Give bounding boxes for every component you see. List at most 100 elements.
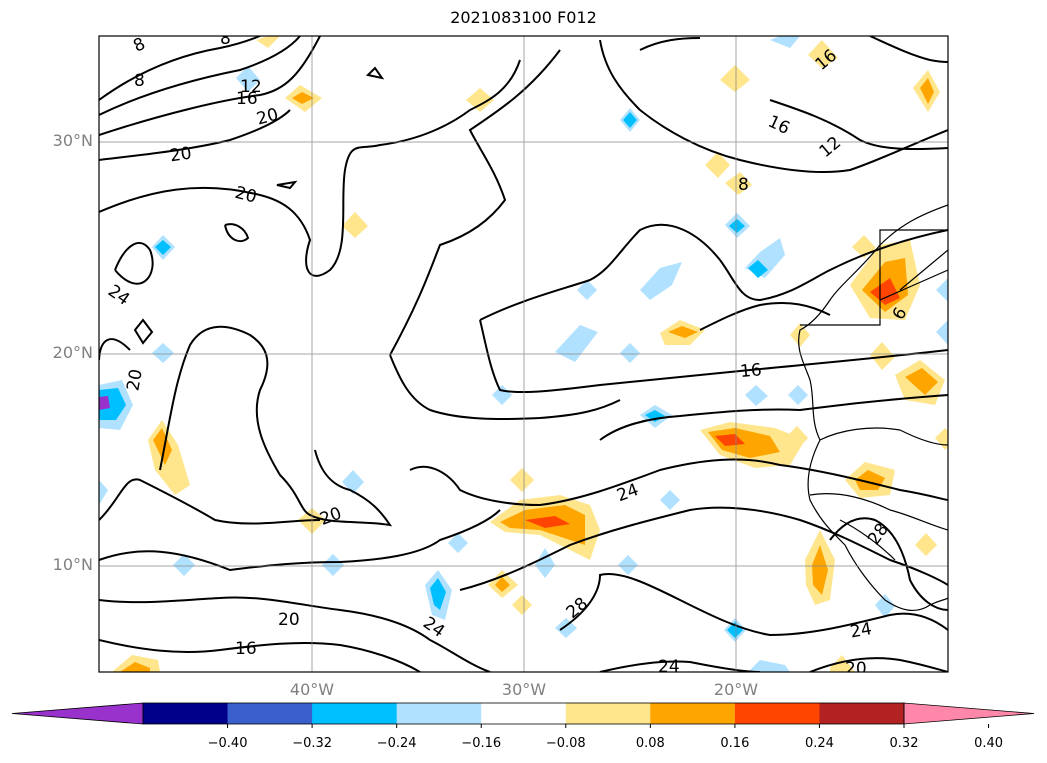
border-line bbox=[879, 269, 948, 301]
contour-line bbox=[99, 36, 321, 136]
colorbar-tick-label: −0.32 bbox=[292, 736, 333, 751]
negative-patch bbox=[770, 36, 800, 48]
positive-patch bbox=[668, 326, 698, 338]
contour-line bbox=[159, 325, 393, 527]
contour-line bbox=[114, 242, 154, 285]
negative-patch bbox=[577, 280, 597, 300]
positive-patch bbox=[808, 40, 838, 68]
contour-label: 16 bbox=[235, 639, 257, 659]
contour-line bbox=[276, 180, 298, 190]
positive-patch bbox=[256, 36, 280, 48]
negative-patch bbox=[620, 343, 640, 363]
colorbar-arrow-left bbox=[11, 702, 144, 725]
contour-line bbox=[559, 573, 948, 637]
contour-line bbox=[809, 657, 948, 672]
negative-patch bbox=[555, 325, 598, 362]
contour-line bbox=[599, 39, 948, 173]
coastline bbox=[798, 204, 948, 612]
negative-patch bbox=[618, 555, 638, 575]
colorbar bbox=[11, 702, 1035, 728]
map-plot-area: 8 8 8 12 16 20 20 20 24 20 20 20 16 24 2… bbox=[99, 29, 948, 679]
contour-line bbox=[479, 319, 948, 394]
contour-line bbox=[224, 223, 250, 243]
negative-patch bbox=[99, 480, 108, 505]
positive-patch bbox=[705, 152, 730, 178]
contour-label: 20 bbox=[123, 368, 146, 393]
positive-patch bbox=[915, 533, 937, 556]
negative-patch bbox=[155, 240, 171, 255]
border-line bbox=[899, 249, 948, 291]
positive-patch bbox=[292, 92, 314, 104]
positive-patch bbox=[920, 78, 934, 104]
lon-label-30w: 30°W bbox=[501, 680, 547, 699]
lat-label-20n: 20°N bbox=[52, 343, 93, 362]
colorbar-segment bbox=[312, 703, 398, 724]
negative-patch bbox=[342, 470, 364, 494]
contour-label: 20 bbox=[845, 659, 867, 679]
contour-line bbox=[479, 223, 948, 321]
colorbar-tick-label: −0.24 bbox=[376, 736, 417, 751]
graticule bbox=[99, 36, 948, 672]
positive-patch bbox=[725, 172, 752, 195]
colorbar-segment bbox=[650, 703, 736, 724]
contour-label: 20 bbox=[169, 143, 193, 166]
contour-line bbox=[699, 302, 831, 331]
border-line bbox=[819, 427, 948, 446]
negative-patch bbox=[623, 112, 637, 128]
colorbar-tick-label: 0.32 bbox=[889, 736, 919, 751]
shaded-anomaly-patches bbox=[99, 36, 948, 672]
negative-patch bbox=[875, 594, 895, 618]
colorbar-tick-label: 0.16 bbox=[720, 736, 750, 751]
border-line bbox=[800, 229, 948, 326]
contour-line bbox=[99, 36, 301, 116]
positive-patch bbox=[812, 545, 828, 595]
contour-line bbox=[459, 506, 948, 591]
colorbar-segment bbox=[565, 703, 651, 724]
contour-line bbox=[829, 517, 948, 611]
contour-label: 20 bbox=[278, 610, 300, 630]
contour-line bbox=[99, 36, 261, 101]
lat-label-10n: 10°N bbox=[52, 555, 93, 574]
negative-patch bbox=[745, 385, 768, 406]
contour-line bbox=[389, 49, 561, 356]
colorbar-segment bbox=[819, 703, 905, 724]
contour-line bbox=[409, 458, 948, 507]
lat-label-30n: 30°N bbox=[52, 131, 93, 150]
negative-patch bbox=[640, 262, 682, 300]
negative-patch bbox=[236, 66, 260, 92]
positive-patch bbox=[830, 655, 855, 672]
lon-label-40w: 40°W bbox=[289, 680, 335, 699]
positive-patch bbox=[120, 662, 150, 672]
negative-patch bbox=[430, 578, 446, 610]
negative-patch bbox=[99, 388, 126, 420]
contour-label: 8 bbox=[220, 29, 231, 49]
map-title: 2021083100 F012 bbox=[450, 8, 597, 27]
negative-patch bbox=[322, 554, 344, 576]
positive-patch bbox=[870, 342, 895, 370]
contour-line bbox=[133, 318, 154, 345]
positive-patch bbox=[785, 426, 808, 450]
contour-line bbox=[99, 639, 421, 672]
contour-label: 24 bbox=[849, 619, 874, 642]
negative-patch bbox=[448, 533, 468, 553]
negative-patch bbox=[660, 490, 680, 510]
colorbar-tick-label: 0.08 bbox=[635, 736, 665, 751]
contour-lines bbox=[99, 36, 948, 672]
negative-patch bbox=[555, 618, 577, 638]
colorbar-segment bbox=[481, 703, 567, 724]
colorbar-frame bbox=[142, 702, 905, 725]
lon-label-20w: 20°W bbox=[713, 680, 759, 699]
contour-line bbox=[365, 66, 385, 80]
contour-line bbox=[389, 354, 621, 421]
map-frame bbox=[98, 35, 949, 673]
contour-line bbox=[99, 509, 501, 572]
contour-line bbox=[99, 596, 491, 672]
positive-patch bbox=[510, 468, 534, 492]
negative-patch bbox=[788, 385, 808, 405]
positive-patch bbox=[153, 428, 172, 465]
colorbar-tick-label: 0.40 bbox=[974, 736, 1004, 751]
contour-label: 24 bbox=[658, 657, 680, 677]
positive-patch bbox=[512, 595, 532, 615]
contour-label: 12 bbox=[240, 77, 262, 97]
